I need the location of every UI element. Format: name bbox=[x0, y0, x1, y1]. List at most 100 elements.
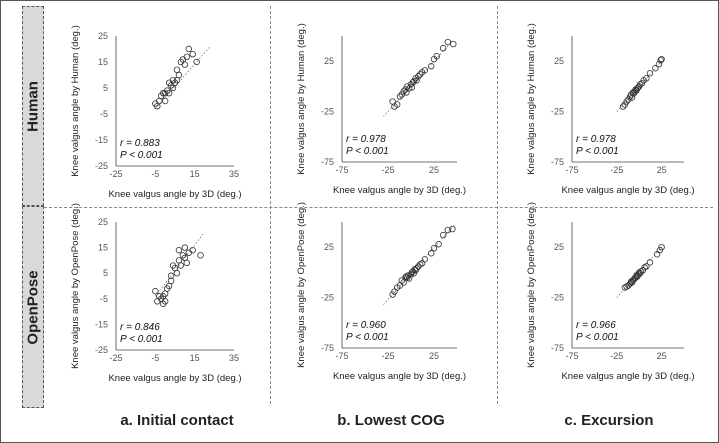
chart-openpose-lowest-stat-p: P < 0.001 bbox=[346, 332, 389, 343]
chart-human-excursion-y-axis-label: Knee valgus angle by Human (deg.) bbox=[526, 23, 537, 175]
chart-openpose-initial-data-point bbox=[197, 252, 204, 259]
chart-human-lowest-data-point bbox=[396, 93, 404, 100]
chart-openpose-lowest-data-point bbox=[435, 240, 442, 248]
chart-human-lowest-y-tick-label: -25 bbox=[321, 107, 334, 117]
column-divider-1 bbox=[270, 6, 271, 404]
chart-human-lowest-x-axis-label: Knee valgus angle by 3D (deg.) bbox=[333, 185, 466, 196]
chart-human-excursion-data-point bbox=[658, 55, 665, 63]
chart-human-excursion-data-point bbox=[623, 98, 630, 105]
chart-openpose-lowest-stat-r: r = 0.960 bbox=[346, 320, 386, 331]
chart-openpose-excursion-y-tick-label: 25 bbox=[554, 242, 564, 252]
chart-human-excursion-x-tick-label: -25 bbox=[610, 165, 623, 175]
chart-openpose-excursion-data-point bbox=[646, 259, 654, 266]
chart-human-initial-y-tick-label: -15 bbox=[95, 135, 108, 145]
chart-openpose-initial-x-axis-label: Knee valgus angle by 3D (deg.) bbox=[108, 373, 241, 384]
chart-openpose-initial-data-point bbox=[177, 262, 185, 269]
chart-human-initial-x-tick-label: 35 bbox=[229, 169, 239, 179]
chart-openpose-excursion-y-tick-label: -25 bbox=[551, 293, 564, 303]
chart-human-lowest-data-point bbox=[415, 73, 422, 80]
row-tab-human bbox=[22, 6, 44, 206]
column-label-excursion: c. Excursion bbox=[564, 412, 654, 429]
chart-human-lowest-data-point bbox=[444, 38, 451, 46]
column-label-lowest-cog: b. Lowest COG bbox=[337, 412, 445, 429]
chart-openpose-lowest-x-tick-label: 25 bbox=[429, 351, 439, 361]
chart-human-excursion-y-tick-label: -75 bbox=[551, 157, 564, 167]
chart-openpose-initial-trend-line bbox=[155, 231, 205, 297]
chart-human-initial-y-tick-label: 15 bbox=[98, 57, 108, 67]
chart-human-excursion-data-point bbox=[636, 81, 644, 88]
chart-human-initial-x-axis-label: Knee valgus angle by 3D (deg.) bbox=[108, 189, 241, 200]
chart-human-lowest-trend-line bbox=[383, 40, 453, 117]
chart-human-initial-stat-r: r = 0.883 bbox=[120, 138, 160, 149]
chart-human-initial-y-tick-label: 25 bbox=[98, 31, 108, 41]
chart-openpose-initial-data-point bbox=[175, 246, 183, 254]
chart-openpose-excursion-data-point bbox=[637, 268, 645, 275]
chart-openpose-initial-data-point bbox=[167, 272, 175, 279]
chart-openpose-excursion-data-point bbox=[621, 284, 629, 291]
row-tab-openpose bbox=[22, 206, 44, 408]
chart-human-lowest-data-point bbox=[417, 71, 424, 78]
chart-openpose-lowest-data-point bbox=[418, 260, 426, 267]
chart-human-lowest-data-point bbox=[394, 101, 401, 108]
chart-human-initial-data-point bbox=[189, 51, 196, 58]
chart-human-initial-x-tick-label: 15 bbox=[190, 169, 200, 179]
chart-human-lowest-data-point bbox=[421, 67, 428, 74]
chart-openpose-lowest-data-point bbox=[449, 225, 456, 233]
chart-openpose-initial-x-tick-label: -5 bbox=[151, 353, 159, 363]
chart-human-initial-stat-p: P < 0.001 bbox=[120, 150, 163, 161]
chart-human-lowest-data-point bbox=[433, 52, 440, 60]
chart-human-lowest-data-point bbox=[400, 88, 407, 95]
chart-human-excursion-data-point bbox=[619, 103, 627, 110]
chart-openpose-lowest-data-point bbox=[413, 265, 420, 272]
chart-openpose-excursion-stat-r: r = 0.966 bbox=[576, 320, 616, 331]
chart-human-excursion-data-point bbox=[657, 56, 664, 64]
chart-human-initial-x-tick-label: -25 bbox=[109, 169, 122, 179]
chart-openpose-excursion-data-point bbox=[658, 243, 665, 251]
chart-openpose-excursion-x-tick-label: -25 bbox=[610, 351, 623, 361]
chart-openpose-initial-x-tick-label: 35 bbox=[229, 353, 239, 363]
chart-human-lowest-x-tick-label: -75 bbox=[335, 165, 348, 175]
chart-human-initial-data-point bbox=[193, 58, 200, 66]
chart-human-lowest-stat-p: P < 0.001 bbox=[346, 146, 389, 157]
chart-openpose-excursion-y-tick-label: -75 bbox=[551, 343, 564, 353]
chart-human-excursion-y-tick-label: 25 bbox=[554, 56, 564, 66]
chart-human-initial-y-axis-label: Knee valgus angle by Human (deg.) bbox=[70, 25, 81, 177]
chart-openpose-lowest-data-point bbox=[405, 275, 413, 282]
chart-openpose-excursion-data-point bbox=[641, 264, 648, 271]
chart-human-initial-data-point bbox=[165, 89, 173, 97]
chart-openpose-lowest-x-tick-label: -75 bbox=[335, 351, 348, 361]
chart-human-lowest-stat-r: r = 0.978 bbox=[346, 134, 386, 145]
chart-openpose-initial-data-point bbox=[181, 244, 189, 251]
chart-openpose-initial-y-tick-label: 5 bbox=[103, 268, 108, 278]
chart-openpose-initial-data-point bbox=[189, 246, 196, 254]
chart-openpose-lowest-data-point bbox=[421, 256, 428, 263]
chart-human-initial-data-point bbox=[156, 97, 163, 105]
chart-human-initial-trend-line bbox=[155, 46, 211, 110]
chart-openpose-excursion-y-axis-label: Knee valgus angle by OpenPose (deg.) bbox=[526, 202, 537, 368]
chart-openpose-excursion-data-point bbox=[636, 269, 643, 276]
chart-openpose-initial-data-point bbox=[173, 270, 181, 277]
chart-human-lowest-data-point bbox=[428, 63, 435, 70]
chart-openpose-lowest-x-tick-label: -25 bbox=[381, 351, 394, 361]
chart-openpose-initial-data-point bbox=[152, 287, 159, 295]
chart-openpose-lowest-x-axis-label: Knee valgus angle by 3D (deg.) bbox=[333, 371, 466, 382]
chart-human-lowest-data-point bbox=[450, 40, 457, 48]
chart-human-initial-data-point bbox=[173, 66, 181, 73]
chart-human-lowest-x-tick-label: 25 bbox=[429, 165, 439, 175]
chart-human-initial-data-point bbox=[175, 71, 183, 79]
chart-human-excursion-y-tick-label: -25 bbox=[551, 107, 564, 117]
chart-human-excursion-x-axis-label: Knee valgus angle by 3D (deg.) bbox=[561, 185, 694, 196]
chart-openpose-excursion-x-axis-label: Knee valgus angle by 3D (deg.) bbox=[561, 371, 694, 382]
chart-openpose-initial-y-tick-label: -5 bbox=[100, 294, 108, 304]
column-label-initial-contact: a. Initial contact bbox=[120, 412, 234, 429]
chart-human-excursion-data-point bbox=[646, 70, 654, 77]
column-divider-2 bbox=[497, 6, 498, 404]
chart-human-initial-data-point bbox=[185, 45, 192, 53]
chart-openpose-initial-y-tick-label: 25 bbox=[98, 217, 108, 227]
chart-human-initial-y-tick-label: -25 bbox=[95, 161, 108, 171]
chart-openpose-initial-stat-p: P < 0.001 bbox=[120, 334, 163, 345]
chart-openpose-excursion-x-tick-label: -75 bbox=[565, 351, 578, 361]
chart-openpose-initial-stat-r: r = 0.846 bbox=[120, 322, 160, 333]
chart-human-excursion-data-point bbox=[652, 65, 659, 72]
